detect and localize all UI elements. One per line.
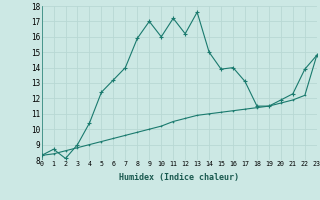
X-axis label: Humidex (Indice chaleur): Humidex (Indice chaleur) [119, 173, 239, 182]
